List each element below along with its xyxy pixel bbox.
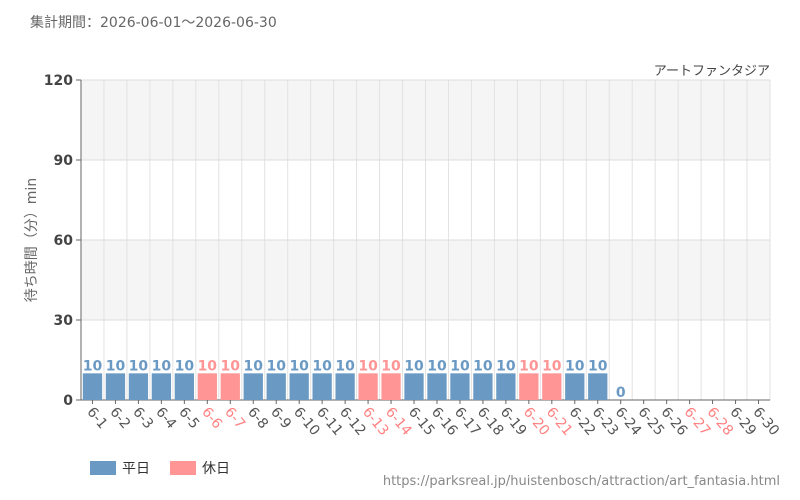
x-tick-label-6-2: 6-2 [106, 404, 133, 432]
bar-6-14 [381, 373, 401, 400]
data-label-6-6: 10 [198, 358, 218, 374]
data-label-6-1: 10 [83, 358, 103, 374]
bar-6-7 [220, 373, 240, 400]
data-label-6-24: 0 [616, 385, 626, 401]
x-tick-label-6-9: 6-9 [267, 404, 294, 432]
bar-6-9 [266, 373, 286, 400]
y-tick-label: 30 [54, 313, 74, 329]
data-label-6-3: 10 [129, 358, 149, 374]
bar-6-19 [496, 373, 516, 400]
data-label-6-5: 10 [175, 358, 195, 374]
x-tick-label-6-3: 6-3 [129, 404, 156, 432]
bar-6-22 [565, 373, 585, 400]
bar-6-20 [519, 373, 539, 400]
data-label-6-4: 10 [152, 358, 172, 374]
period-label: 集計期間：2026-06-01～2026-06-30 [30, 15, 277, 31]
bar-6-15 [404, 373, 424, 400]
data-label-6-14: 10 [381, 358, 401, 374]
x-tick-label-6-5: 6-5 [175, 404, 202, 432]
data-label-6-22: 10 [565, 358, 585, 374]
data-label-6-7: 10 [221, 358, 241, 374]
data-label-6-2: 10 [106, 358, 126, 374]
data-label-6-10: 10 [289, 358, 309, 374]
data-label-6-15: 10 [404, 358, 424, 374]
bar-6-12 [335, 373, 355, 400]
data-label-6-13: 10 [358, 358, 378, 374]
legend-item-weekday: 平日 [90, 458, 150, 478]
y-tick-label: 60 [54, 233, 74, 249]
y-tick-label: 90 [54, 153, 74, 169]
bar-6-1 [82, 373, 103, 400]
chart-title: アートファンタジア [654, 64, 770, 79]
bar-6-4 [151, 373, 172, 400]
data-label-6-11: 10 [312, 358, 332, 374]
bar-6-16 [427, 373, 447, 400]
y-tick-label: 0 [63, 393, 73, 409]
x-tick-label-6-4: 6-4 [152, 404, 179, 432]
data-label-6-20: 10 [519, 358, 539, 374]
bar-6-5 [174, 373, 194, 400]
legend-item-holiday: 休日 [170, 458, 230, 478]
data-label-6-12: 10 [335, 358, 355, 374]
legend-swatch-holiday [170, 461, 196, 475]
data-label-6-19: 10 [496, 358, 516, 374]
data-label-6-9: 10 [266, 358, 286, 374]
bar-6-18 [473, 373, 493, 400]
bar-6-10 [289, 373, 309, 400]
legend-label-weekday: 平日 [122, 461, 150, 477]
y-tick-label: 120 [44, 73, 73, 89]
x-tick-label-6-8: 6-8 [244, 404, 271, 432]
data-label-6-18: 10 [473, 358, 493, 374]
bar-6-2 [105, 373, 126, 400]
source-url: https://parksreal.jp/huistenbosch/attrac… [382, 474, 780, 489]
legend-swatch-weekday [90, 461, 116, 475]
bar-6-6 [197, 373, 217, 400]
data-label-6-21: 10 [542, 358, 562, 374]
data-label-6-8: 10 [244, 358, 264, 374]
bar-6-21 [542, 373, 562, 400]
bar-6-23 [588, 373, 608, 400]
bar-6-13 [358, 373, 378, 400]
bar-6-8 [243, 373, 263, 400]
bar-6-3 [128, 373, 149, 400]
y-axis-label: 待ち時間（分）min [24, 178, 40, 302]
legend: 平日 休日 [90, 458, 230, 478]
x-tick-label-6-6: 6-6 [198, 404, 225, 432]
data-label-6-17: 10 [450, 358, 470, 374]
data-label-6-23: 10 [588, 358, 608, 374]
data-label-6-16: 10 [427, 358, 447, 374]
bar-6-11 [312, 373, 332, 400]
x-tick-label-6-7: 6-7 [221, 404, 248, 432]
x-tick-label-6-1: 6-1 [83, 404, 110, 432]
bar-6-17 [450, 373, 470, 400]
legend-label-holiday: 休日 [202, 461, 230, 477]
